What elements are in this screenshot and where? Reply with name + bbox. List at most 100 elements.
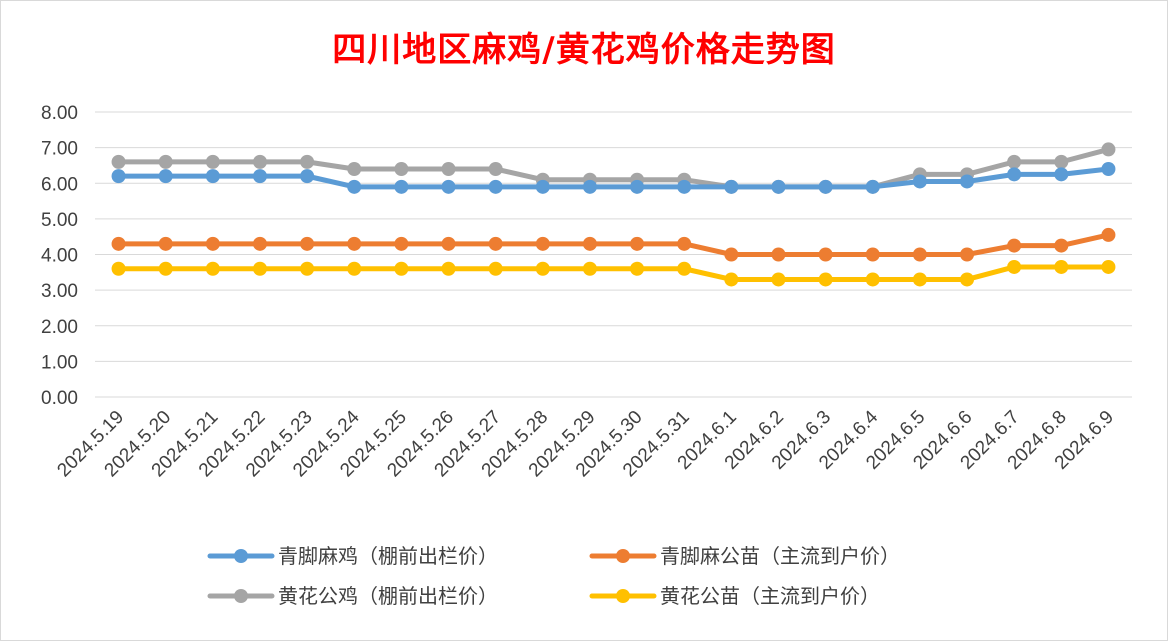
y-tick-label: 6.00	[41, 174, 78, 195]
data-point	[1054, 167, 1069, 182]
y-tick-label: 1.00	[41, 352, 78, 373]
data-point	[441, 162, 456, 176]
data-point	[582, 261, 597, 276]
legend: 青脚麻鸡（棚前出栏价） 青脚麻公苗（主流到户价） 黄花公鸡（棚前出栏价） 黄花公苗（主…	[207, 544, 900, 608]
data-point	[300, 236, 315, 251]
data-point	[111, 154, 126, 169]
y-gridlines	[95, 111, 1132, 398]
data-point	[394, 236, 409, 251]
legend-swatch-marker	[234, 589, 248, 603]
legend-item: 青脚麻公苗（主流到户价）	[589, 544, 900, 568]
data-point	[205, 236, 220, 251]
y-tick-label: 4.00	[41, 246, 78, 267]
legend-label: 黄花公苗（主流到户价）	[660, 584, 880, 608]
data-point	[630, 179, 645, 194]
data-point	[677, 236, 692, 251]
series-line	[116, 232, 1111, 257]
data-point	[865, 247, 880, 262]
data-point	[1007, 259, 1022, 274]
chart-title: 四川地区麻鸡/黄花鸡价格走势图	[332, 30, 836, 70]
data-point	[582, 236, 597, 251]
data-point	[960, 174, 975, 189]
data-point	[111, 236, 126, 251]
y-axis-ticks: 0.00 1.00 2.00 3.00 4.00 5.00 6.00 7.00 8.00	[41, 103, 78, 409]
data-point	[111, 169, 126, 184]
data-point	[441, 261, 456, 276]
data-point	[158, 154, 173, 169]
y-tick-label: 0.00	[41, 388, 78, 409]
data-point	[158, 261, 173, 276]
y-tick-label: 7.00	[41, 139, 78, 160]
y-tick-label: 2.00	[41, 317, 78, 338]
data-point	[912, 247, 927, 262]
series-1	[111, 227, 1116, 262]
data-point	[865, 272, 880, 287]
data-point	[488, 179, 503, 194]
data-point	[582, 179, 597, 194]
data-point	[300, 261, 315, 276]
legend-item: 黄花公苗（主流到户价）	[589, 584, 880, 608]
series-line	[116, 146, 1111, 190]
data-point	[488, 261, 503, 276]
data-point	[205, 261, 220, 276]
data-point	[488, 162, 503, 176]
y-tick-label: 8.00	[41, 103, 78, 124]
y-tick-label: 5.00	[41, 210, 78, 231]
legend-item: 青脚麻鸡（棚前出栏价）	[207, 544, 498, 568]
data-point	[252, 169, 267, 184]
series-0	[111, 162, 1116, 194]
legend-swatch-marker	[616, 549, 630, 563]
data-point	[677, 179, 692, 194]
series-3	[111, 259, 1116, 287]
data-point	[630, 236, 645, 251]
data-point	[347, 261, 362, 276]
y-tick-label: 3.00	[41, 281, 78, 302]
data-point	[960, 247, 975, 262]
data-point	[724, 272, 739, 287]
data-point	[300, 154, 315, 169]
data-point	[394, 261, 409, 276]
data-point	[394, 179, 409, 194]
data-point	[818, 179, 833, 194]
data-point	[771, 247, 786, 262]
data-point	[724, 247, 739, 262]
data-point	[1007, 167, 1022, 182]
data-point	[1054, 259, 1069, 274]
data-point	[818, 272, 833, 287]
data-point	[912, 272, 927, 287]
data-point	[394, 162, 409, 176]
data-point	[1054, 238, 1069, 253]
x-axis-ticks: 2024.5.192024.5.202024.5.212024.5.222024…	[53, 406, 1117, 481]
data-point	[771, 179, 786, 194]
legend-label: 青脚麻鸡（棚前出栏价）	[278, 544, 498, 568]
data-point	[205, 154, 220, 169]
legend-swatch-marker	[234, 549, 248, 563]
data-point	[724, 179, 739, 194]
data-point	[205, 169, 220, 184]
series-line	[116, 166, 1111, 190]
data-point	[1101, 227, 1116, 242]
data-point	[441, 236, 456, 251]
data-point	[158, 169, 173, 184]
data-point	[252, 154, 267, 169]
data-point	[1101, 259, 1116, 274]
data-point	[1101, 142, 1116, 157]
data-point	[818, 247, 833, 262]
data-point	[912, 174, 927, 189]
data-point	[488, 236, 503, 251]
data-point	[252, 236, 267, 251]
data-point	[347, 236, 362, 251]
data-point	[771, 272, 786, 287]
data-point	[960, 272, 975, 287]
legend-swatch-marker	[616, 589, 630, 603]
data-point	[252, 261, 267, 276]
data-point	[535, 236, 550, 251]
data-point	[535, 179, 550, 194]
data-point	[158, 236, 173, 251]
data-point	[1101, 162, 1116, 176]
data-point	[1007, 238, 1022, 253]
data-point	[865, 179, 880, 194]
legend-label: 黄花公鸡（棚前出栏价）	[278, 584, 498, 608]
data-point	[677, 261, 692, 276]
